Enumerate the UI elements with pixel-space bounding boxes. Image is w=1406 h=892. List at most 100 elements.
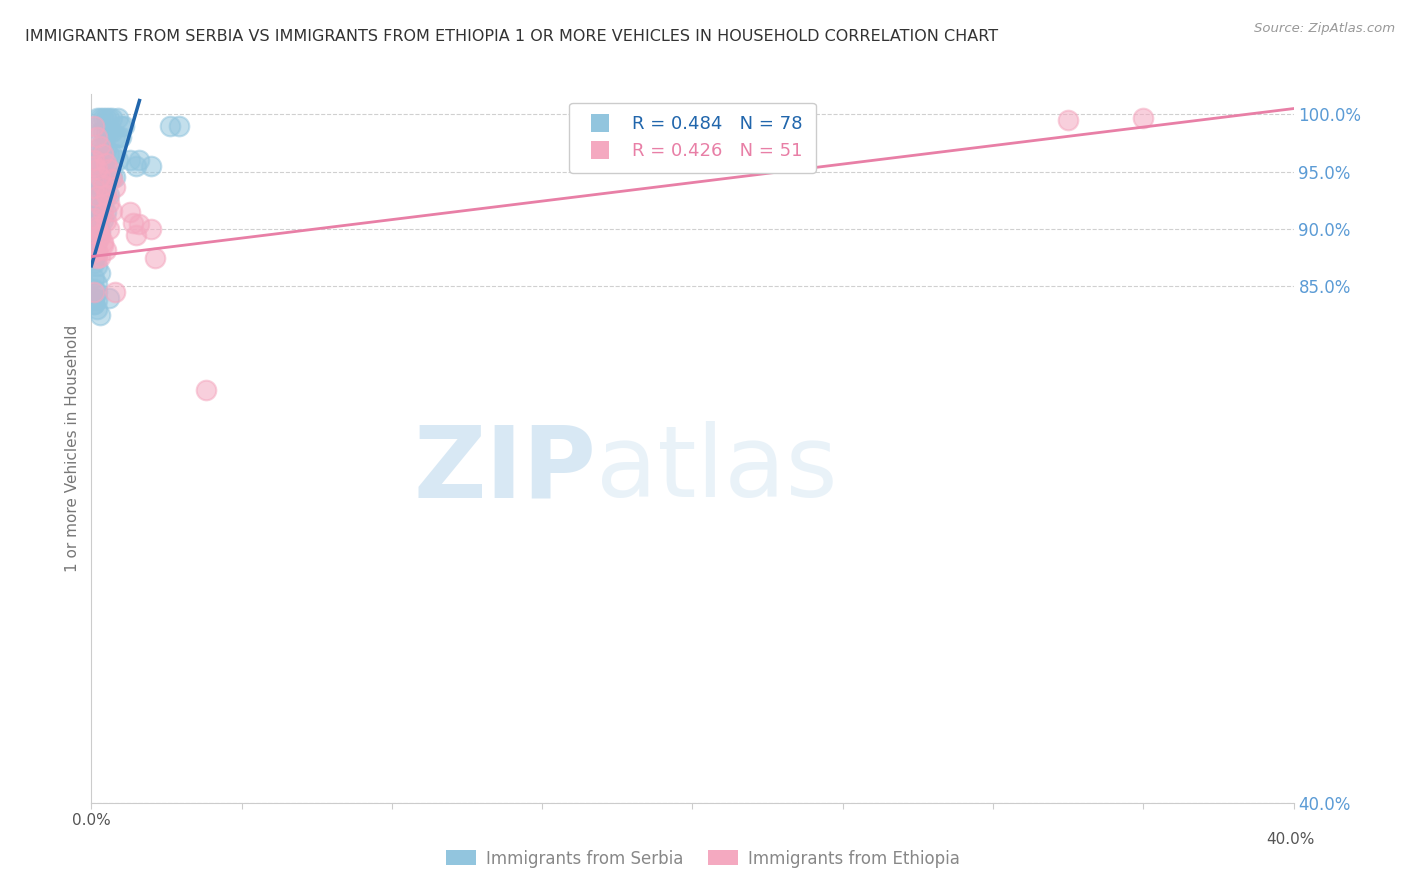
Point: [110, 130, 132, 145]
Point: [98, 147, 121, 161]
Point: [96, 155, 118, 169]
Point: [96, 187, 118, 202]
Point: [83, 291, 105, 305]
Point: [86, 302, 108, 317]
Point: [83, 194, 105, 208]
Point: [89, 159, 111, 173]
Point: [101, 111, 124, 125]
Point: [122, 216, 145, 230]
Point: [98, 124, 121, 138]
Point: [89, 224, 111, 238]
Point: [98, 222, 121, 236]
Point: [86, 219, 108, 233]
Point: [89, 213, 111, 227]
Point: [89, 142, 111, 156]
Point: [86, 130, 108, 145]
Text: 40.0%: 40.0%: [1267, 832, 1315, 847]
Point: [83, 216, 105, 230]
Point: [89, 250, 111, 264]
Point: [96, 142, 118, 156]
Point: [93, 182, 115, 196]
Point: [107, 153, 129, 168]
Point: [120, 153, 142, 168]
Point: [89, 227, 111, 241]
Point: [96, 205, 118, 219]
Point: [93, 159, 115, 173]
Point: [120, 205, 142, 219]
Point: [83, 245, 105, 260]
Point: [86, 285, 108, 300]
Point: [101, 124, 124, 138]
Point: [86, 194, 108, 208]
Point: [125, 227, 148, 242]
Point: [104, 147, 127, 161]
Point: [83, 245, 105, 260]
Point: [96, 214, 118, 228]
Point: [89, 182, 111, 196]
Point: [89, 308, 111, 322]
Point: [98, 164, 121, 178]
Point: [86, 188, 108, 202]
Text: IMMIGRANTS FROM SERBIA VS IMMIGRANTS FROM ETHIOPIA 1 OR MORE VEHICLES IN HOUSEHO: IMMIGRANTS FROM SERBIA VS IMMIGRANTS FRO…: [25, 29, 998, 44]
Point: [86, 234, 108, 248]
Point: [93, 178, 115, 193]
Point: [143, 251, 166, 265]
Point: [89, 170, 111, 185]
Point: [86, 243, 108, 257]
Point: [83, 296, 105, 310]
Point: [83, 119, 105, 133]
Point: [86, 142, 108, 156]
Point: [107, 111, 129, 125]
Point: [83, 153, 105, 168]
Point: [89, 111, 111, 125]
Point: [96, 187, 118, 202]
Point: [96, 164, 118, 178]
Point: [96, 111, 118, 125]
Point: [104, 130, 127, 145]
Point: [141, 159, 163, 173]
Point: [93, 199, 115, 213]
Point: [110, 119, 132, 133]
Point: [159, 119, 181, 133]
Point: [98, 195, 121, 210]
Point: [141, 222, 163, 236]
Point: [86, 111, 108, 125]
Point: [83, 256, 105, 270]
Point: [93, 235, 115, 249]
Point: [89, 199, 111, 213]
Point: [83, 282, 105, 296]
Point: [96, 243, 118, 257]
Text: ZIP: ZIP: [413, 421, 596, 518]
Point: [93, 147, 115, 161]
Point: [86, 222, 108, 236]
Point: [83, 285, 105, 300]
Point: [83, 251, 105, 265]
Point: [104, 179, 127, 194]
Point: [93, 238, 115, 252]
Point: [107, 130, 129, 145]
Point: [98, 162, 121, 177]
Point: [93, 124, 115, 138]
Point: [1057, 113, 1080, 128]
Point: [83, 227, 105, 242]
Point: [86, 293, 108, 308]
Point: [128, 218, 150, 232]
Point: [98, 187, 121, 202]
Point: [86, 247, 108, 261]
Point: [96, 124, 118, 138]
Point: [86, 162, 108, 177]
Point: [89, 266, 111, 280]
Point: [128, 153, 150, 168]
Point: [86, 251, 108, 265]
Point: [86, 153, 108, 168]
Point: [89, 230, 111, 244]
Point: [83, 153, 105, 168]
Point: [83, 208, 105, 222]
Point: [86, 222, 108, 236]
Point: [83, 211, 105, 225]
Point: [104, 170, 127, 185]
Point: [86, 259, 108, 273]
Point: [83, 180, 105, 194]
Text: Source: ZipAtlas.com: Source: ZipAtlas.com: [1254, 22, 1395, 36]
Point: [83, 271, 105, 285]
